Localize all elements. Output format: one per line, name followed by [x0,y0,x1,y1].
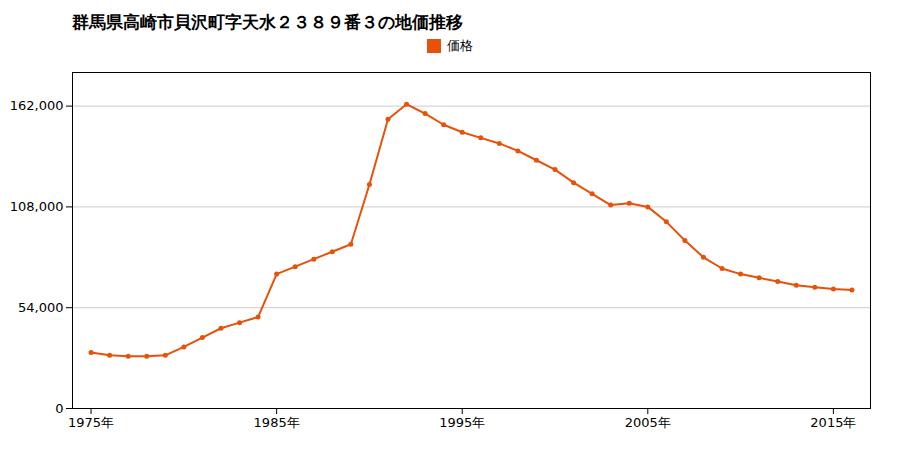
svg-text:162,000: 162,000 [10,98,64,113]
svg-text:54,000: 54,000 [18,300,64,315]
svg-text:108,000: 108,000 [10,199,64,214]
svg-text:1975年: 1975年 [68,415,114,430]
svg-text:1995年: 1995年 [439,415,485,430]
svg-text:1985年: 1985年 [254,415,300,430]
svg-text:2005年: 2005年 [625,415,671,430]
svg-text:2015年: 2015年 [810,415,856,430]
html-text:群馬県高崎市貝沢町字天水２３８９番３の地価推移: 群馬県高崎市貝沢町字天水２３８９番３の地価推移 [72,12,463,32]
svg-text:0: 0 [55,401,63,416]
html-text:価格: 価格 [447,38,473,53]
